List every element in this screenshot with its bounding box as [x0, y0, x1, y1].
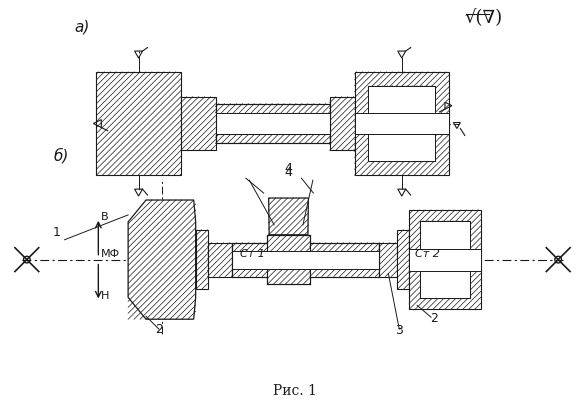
- Bar: [420, 290, 470, 298]
- Bar: [233, 243, 267, 277]
- Bar: [369, 86, 435, 95]
- Bar: [96, 72, 180, 175]
- Bar: [216, 104, 330, 113]
- Text: Ст 2: Ст 2: [415, 248, 440, 259]
- Bar: [216, 135, 330, 144]
- Bar: [355, 113, 449, 135]
- Text: 4: 4: [285, 166, 292, 179]
- Bar: [420, 221, 470, 229]
- Bar: [180, 97, 216, 151]
- Bar: [330, 97, 355, 151]
- Text: а): а): [74, 19, 90, 34]
- Bar: [207, 243, 233, 277]
- Text: 4: 4: [285, 162, 292, 175]
- Bar: [310, 243, 379, 277]
- Bar: [397, 230, 409, 289]
- Bar: [233, 251, 379, 268]
- Text: МФ: МФ: [101, 248, 121, 259]
- Text: 3: 3: [396, 324, 403, 337]
- Bar: [267, 235, 310, 284]
- Text: Ст 1: Ст 1: [240, 248, 265, 259]
- Text: √(∇): √(∇): [465, 9, 503, 27]
- Polygon shape: [128, 200, 196, 319]
- Text: 1: 1: [53, 226, 60, 239]
- Bar: [420, 221, 470, 298]
- Bar: [369, 152, 435, 161]
- Text: 2: 2: [430, 312, 438, 325]
- Text: 2: 2: [155, 323, 163, 336]
- Text: Рис. 1: Рис. 1: [273, 384, 317, 398]
- Text: В: В: [101, 212, 109, 222]
- Bar: [355, 72, 449, 175]
- Bar: [369, 86, 435, 161]
- Bar: [409, 249, 481, 271]
- Bar: [379, 243, 397, 277]
- Text: б): б): [54, 148, 69, 163]
- Text: Н: Н: [101, 291, 110, 302]
- Polygon shape: [268, 198, 308, 235]
- Bar: [409, 210, 481, 309]
- Bar: [216, 113, 330, 135]
- Bar: [196, 230, 207, 289]
